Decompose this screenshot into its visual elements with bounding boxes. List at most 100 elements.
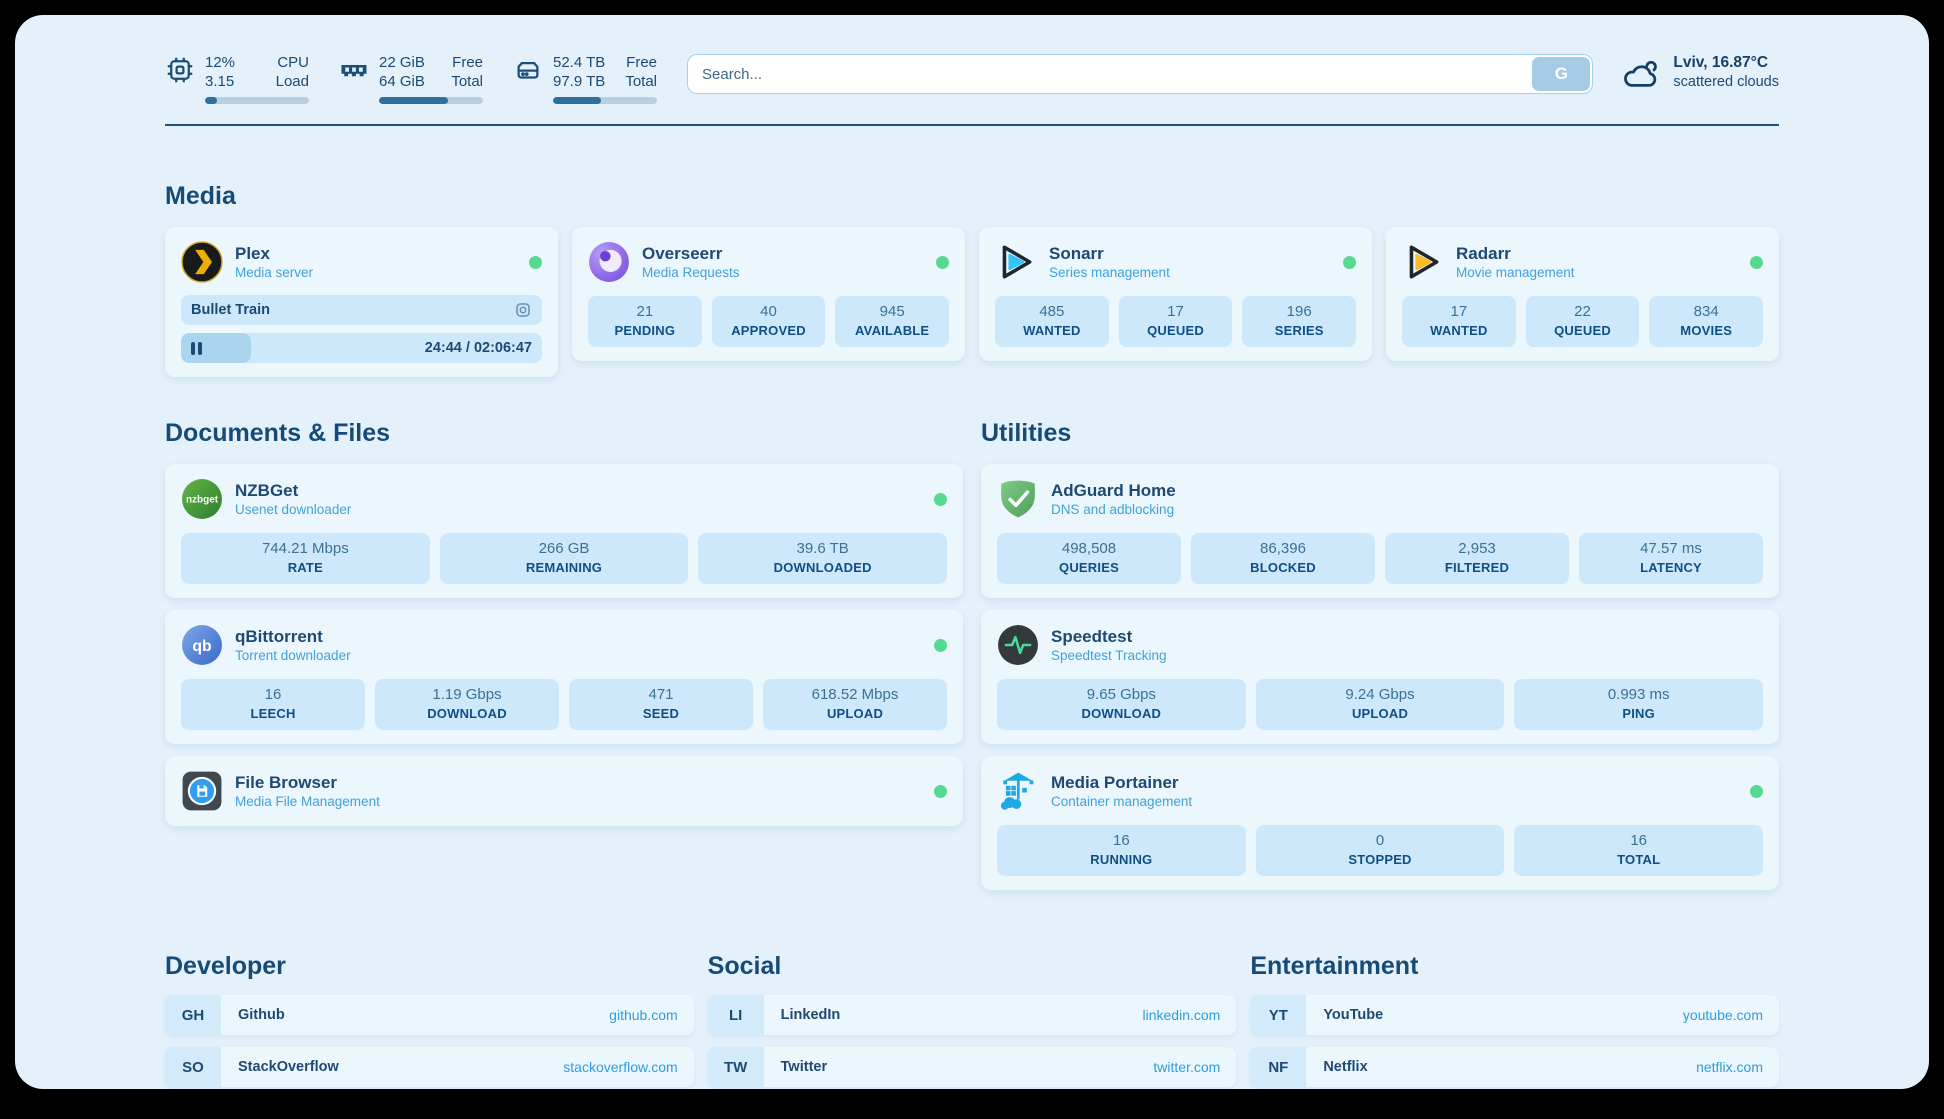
stat-tile-available: 945 AVAILABLE — [835, 296, 950, 347]
link-row-stackoverflow[interactable]: SO StackOverflow stackoverflow.com — [165, 1047, 694, 1087]
section-title-media: Media — [165, 182, 236, 210]
cpu-label-2: Load — [275, 73, 309, 90]
app-card-radarr[interactable]: Radarr Movie management 17 WANTED 22 QUEUE… — [1386, 227, 1779, 361]
link-row-twitter[interactable]: TW Twitter twitter.com — [707, 1047, 1237, 1087]
link-row-youtube[interactable]: YT YouTube youtube.com — [1250, 995, 1779, 1035]
status-dot — [934, 492, 947, 506]
pause-icon — [191, 341, 202, 355]
stat-tile-movies: 834 MOVIES — [1649, 296, 1764, 347]
app-card-nzbget[interactable]: nzbget NZBGet Usenet downloader 744.21 M… — [165, 464, 963, 598]
qbittorrent-icon: qb — [182, 625, 222, 665]
app-card-filebrowser[interactable]: File Browser Media File Management — [165, 756, 963, 826]
stat-tile-downloaded: 39.6 TB DOWNLOADED — [698, 533, 948, 584]
stat-tile-download: 9.65 Gbps DOWNLOAD — [997, 679, 1246, 730]
status-dot — [1343, 255, 1356, 269]
search-engine-button[interactable]: G — [1532, 57, 1591, 91]
app-name: NZBGet — [235, 480, 299, 500]
app-name: qBittorrent — [235, 626, 323, 646]
stat-tile-queued: 17 QUEUED — [1118, 296, 1233, 347]
cpu-label-1: CPU — [277, 54, 309, 71]
stat-tile-wanted: 17 WANTED — [1402, 296, 1516, 347]
stat-tile-running: 16 RUNNING — [997, 825, 1246, 876]
radarr-icon — [1409, 245, 1439, 279]
app-name: Radarr — [1456, 243, 1511, 263]
link-name: Netflix — [1323, 1059, 1368, 1075]
section-title-documents: Documents & Files — [165, 419, 391, 447]
link-name: Github — [238, 1007, 285, 1023]
app-description: Media server — [235, 264, 314, 280]
storage-widget: 52.4 TB 97.9 TB Free Total — [513, 53, 657, 104]
section-entertainment: Entertainment YT YouTube youtube.com NF … — [1250, 952, 1779, 1089]
stat-tile-rate: 744.21 Mbps RATE — [181, 533, 430, 584]
link-name: LinkedIn — [780, 1007, 841, 1023]
status-dot — [529, 255, 542, 269]
section-developer: Developer GH Github github.com SO StackO… — [165, 952, 694, 1089]
playback-time: 24:44 / 02:06:47 — [424, 340, 532, 356]
memory-label-1: Free — [452, 54, 483, 71]
link-badge: SO — [165, 1047, 221, 1087]
disk-icon — [517, 62, 539, 79]
dashboard-panel: 12% 3.15 CPU Load 22 GiB 64 GiB Free Total — [15, 15, 1929, 1089]
link-name: Twitter — [780, 1059, 828, 1075]
now-playing-title: Bullet Train — [191, 302, 270, 318]
weather-location-temp: Lviv, 16.87°C — [1673, 54, 1769, 71]
search-input[interactable] — [687, 54, 1594, 94]
link-url: youtube.com — [1682, 1007, 1763, 1023]
weather-widget: Lviv, 16.87°C scattered clouds — [1623, 53, 1779, 92]
app-card-speedtest[interactable]: Speedtest Speedtest Tracking 9.65 Gbps DO… — [981, 610, 1779, 744]
link-row-netflix[interactable]: NF Netflix netflix.com — [1250, 1047, 1779, 1087]
filebrowser-icon — [182, 771, 222, 811]
app-name: Media Portainer — [1051, 772, 1179, 792]
link-badge: LI — [707, 995, 764, 1035]
section-title-developer: Developer — [165, 952, 286, 980]
link-badge: TW — [707, 1047, 764, 1087]
app-description: Media File Management — [235, 793, 380, 809]
storage-progress-bar — [553, 97, 657, 104]
stat-tile-pending: 21 PENDING — [588, 296, 702, 347]
header-divider — [165, 124, 1779, 126]
app-description: Series management — [1049, 264, 1170, 280]
app-name: File Browser — [235, 772, 338, 792]
weather-condition: scattered clouds — [1673, 74, 1779, 90]
stat-tile-stopped: 0 STOPPED — [1255, 825, 1505, 876]
storage-label-2: Total — [625, 73, 657, 90]
app-card-plex[interactable]: Plex Media server Bullet Train 24:44 / — [165, 227, 558, 377]
now-playing-row: Bullet Train — [181, 295, 542, 325]
link-url: stackoverflow.com — [563, 1059, 678, 1075]
section-documents: Documents & Files nzbget NZBGet Usenet d… — [165, 419, 963, 826]
plex-icon — [181, 241, 223, 283]
cpu-widget: 12% 3.15 CPU Load — [165, 53, 309, 104]
app-card-overseerr[interactable]: Overseerr Media Requests 21 PENDING 40 APP… — [572, 227, 965, 361]
link-row-github[interactable]: GH Github github.com — [165, 995, 694, 1035]
section-social: Social LI LinkedIn linkedin.com TW Twitt… — [707, 952, 1237, 1087]
status-dot — [934, 638, 947, 652]
stat-tile-filtered: 2,953 FILTERED — [1385, 533, 1569, 584]
section-utilities: Utilities AdGuard Home DNS and adblockin… — [981, 419, 1779, 890]
app-name: Plex — [235, 243, 270, 263]
stat-tile-leech: 16 LEECH — [181, 679, 365, 730]
stat-tile-latency: 47.57 ms LATENCY — [1579, 533, 1763, 584]
search-bar: G — [687, 54, 1594, 94]
portainer-icon — [1000, 772, 1034, 810]
storage-free: 52.4 TB — [553, 54, 606, 71]
link-row-linkedin[interactable]: LI LinkedIn linkedin.com — [707, 995, 1237, 1035]
app-card-sonarr[interactable]: Sonarr Series management 485 WANTED 17 QUE… — [979, 227, 1372, 361]
overseerr-icon — [589, 242, 629, 282]
app-description: Usenet downloader — [235, 501, 352, 517]
ram-icon — [341, 65, 367, 77]
app-card-portainer[interactable]: Media Portainer Container management 16 R… — [981, 756, 1779, 890]
app-card-qbittorrent[interactable]: qb qBittorrent Torrent downloader 16 LEEC… — [165, 610, 963, 744]
link-url: twitter.com — [1153, 1059, 1221, 1075]
memory-widget: 22 GiB 64 GiB Free Total — [339, 53, 483, 104]
app-description: Media Requests — [642, 264, 740, 280]
adguard-icon — [1001, 480, 1035, 518]
section-title-utilities: Utilities — [981, 419, 1072, 447]
stat-tile-ping: 0.993 ms PING — [1514, 679, 1764, 730]
status-dot — [1750, 255, 1763, 269]
cpu-progress-bar — [205, 97, 309, 104]
stat-tile-blocked: 86,396 BLOCKED — [1191, 533, 1375, 584]
app-name: Speedtest — [1051, 626, 1133, 646]
playback-progress-bar: 24:44 / 02:06:47 — [181, 333, 542, 363]
app-description: DNS and adblocking — [1051, 501, 1175, 517]
app-card-adguard[interactable]: AdGuard Home DNS and adblocking 498,508 Q… — [981, 464, 1779, 598]
